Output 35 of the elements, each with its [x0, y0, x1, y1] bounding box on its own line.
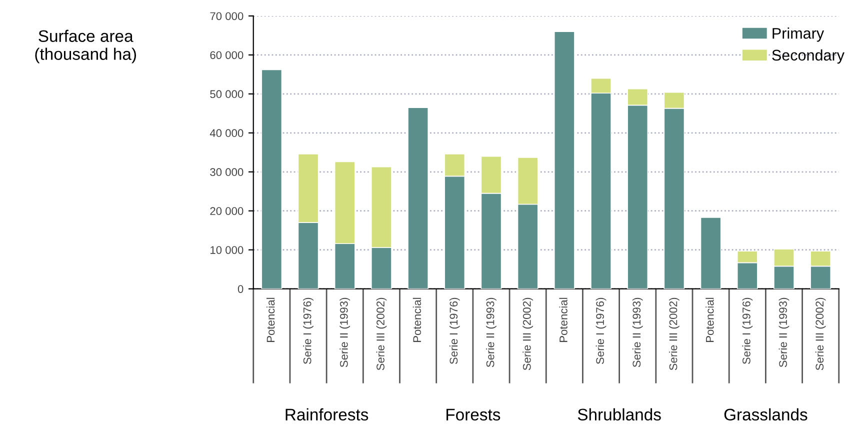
text: Shrublands [578, 408, 661, 421]
y-tick-label: 0 [238, 285, 244, 293]
y-tick-label: 20 000 [210, 207, 244, 216]
x-tick-label: Serie III (2002) [522, 298, 534, 370]
text: Surface area (thousand ha) [35, 30, 136, 64]
text: Forests [446, 408, 500, 421]
x-tick-label: Potencial [706, 298, 714, 342]
legend-label: Primary [772, 28, 824, 42]
x-tick-label: Serie I (1976) [742, 298, 753, 364]
x-tick-label: Serie II (1993) [778, 298, 790, 368]
x-tick-label: Potencial [412, 298, 422, 342]
x-tick-label: Potencial [266, 298, 275, 342]
bar [554, 31, 575, 289]
y-tick-label: 70 000 [210, 12, 244, 20]
y-tick-label: 10 000 [210, 246, 244, 254]
y-tick-label: 40 000 [210, 129, 244, 138]
x-tick-label: Serie II (1993) [486, 298, 496, 368]
y-tick-label: 30 000 [210, 168, 244, 176]
bar [700, 217, 722, 289]
x-tick-label: Serie II (1993) [340, 298, 350, 368]
x-tick-label: Serie I (1976) [303, 298, 314, 364]
x-tick-label: Serie I (1976) [449, 298, 460, 364]
text: Rainforests [286, 408, 368, 421]
x-tick-label: Potencial [559, 298, 568, 342]
x-tick-label: Serie III (2002) [815, 298, 826, 370]
legend-label: Secondary [772, 49, 844, 64]
text: Grasslands [724, 408, 808, 421]
x-tick-label: Serie III (2002) [376, 298, 387, 370]
y-tick-label: 60 000 [210, 51, 244, 60]
bar [408, 107, 429, 289]
x-tick-label: Serie II (1993) [632, 298, 643, 368]
bar [261, 69, 282, 289]
y-tick-label: 50 000 [210, 90, 244, 98]
x-tick-label: Serie I (1976) [596, 298, 606, 364]
x-tick-label: Serie III (2002) [669, 298, 680, 370]
